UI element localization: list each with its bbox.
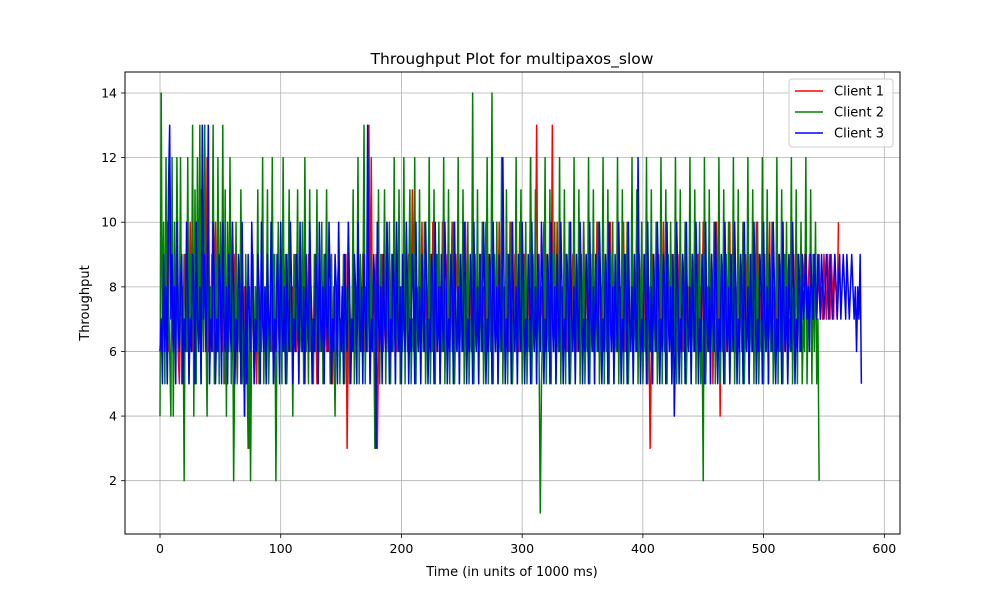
y-tick-label: 14 [101, 86, 117, 101]
legend: Client 1 Client 2 Client 3 [788, 78, 894, 148]
legend-label-client-3: Client 3 [834, 127, 884, 142]
x-tick-label: 300 [510, 541, 534, 556]
x-tick-label: 500 [752, 541, 776, 556]
y-axis-label: Throughput [78, 265, 93, 342]
legend-label-client-2: Client 2 [834, 106, 884, 121]
series-line-client-3 [159, 124, 863, 450]
x-axis-label: Time (in units of 1000 ms) [425, 565, 597, 580]
plot-frame [124, 71, 901, 535]
y-tick-label: 10 [101, 215, 117, 230]
y-tick-label: 2 [109, 473, 117, 488]
x-tick-label: 600 [872, 541, 896, 556]
y-tick-label: 4 [109, 409, 117, 424]
y-axis-ticks: 2 4 6 8 10 12 14 [101, 86, 125, 488]
legend-label-client-1: Client 1 [834, 85, 884, 100]
series-lines [159, 92, 863, 514]
x-tick-label: 100 [269, 541, 293, 556]
x-tick-label: 0 [156, 541, 164, 556]
x-axis-ticks: 0 100 200 300 400 500 600 [156, 534, 896, 556]
y-tick-label: 12 [101, 150, 117, 165]
y-tick-label: 8 [109, 279, 117, 294]
legend-box [788, 78, 894, 148]
y-tick-label: 6 [109, 344, 117, 359]
chart-title: Throughput Plot for multipaxos_slow [370, 50, 654, 69]
x-tick-label: 400 [631, 541, 655, 556]
x-tick-label: 200 [390, 541, 414, 556]
